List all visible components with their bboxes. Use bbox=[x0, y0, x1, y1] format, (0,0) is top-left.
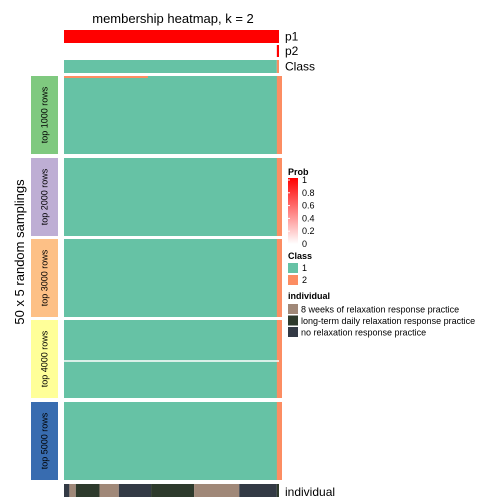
group-label: top 5000 rows bbox=[40, 412, 50, 469]
class-legend-label: 2 bbox=[302, 275, 307, 285]
prob-legend-title: Prob bbox=[288, 167, 309, 177]
individual-segment bbox=[64, 484, 70, 497]
individual-legend-label: 8 weeks of relaxation response practice bbox=[301, 305, 459, 315]
individual-legend-title: individual bbox=[288, 291, 330, 301]
heatmap-body bbox=[64, 402, 279, 480]
prob-tick-label: 0.6 bbox=[302, 201, 315, 211]
individual-segment bbox=[69, 484, 76, 497]
heatmap-body bbox=[64, 158, 279, 236]
heatmap-body bbox=[64, 320, 279, 398]
annotation-cell-class bbox=[276, 60, 279, 73]
individual-legend-label: no relaxation response practice bbox=[301, 328, 426, 338]
group-label-box bbox=[31, 402, 58, 480]
individual-segment bbox=[194, 484, 240, 497]
individual-segment bbox=[118, 484, 152, 497]
class-legend-label: 1 bbox=[302, 263, 307, 273]
class-legend-title: Class bbox=[288, 251, 312, 261]
group-label-box bbox=[31, 76, 58, 154]
annotation-label-p1: p1 bbox=[285, 30, 299, 44]
group-panels: top 1000 rows top 2000 rows top 3000 rows t… bbox=[31, 76, 282, 480]
individual-segment bbox=[276, 484, 279, 497]
annotation-cell-class bbox=[64, 60, 277, 73]
chart-title: membership heatmap, k = 2 bbox=[92, 11, 254, 26]
group-label: top 2000 rows bbox=[40, 168, 50, 225]
individual-legend-swatch bbox=[288, 315, 298, 326]
heatmap-last-column bbox=[276, 158, 282, 236]
prob-tick-label: 0.4 bbox=[302, 213, 315, 223]
annotation-cell-p2 bbox=[276, 45, 279, 57]
prob-color-bar bbox=[288, 178, 298, 244]
heatmap-body bbox=[64, 239, 279, 317]
individual-legend-swatch bbox=[288, 304, 298, 314]
heatmap-highlight-cells bbox=[64, 76, 148, 78]
heatmap-last-column bbox=[276, 239, 282, 317]
individual-segment bbox=[239, 484, 277, 497]
group-label-box bbox=[31, 320, 58, 398]
group-label-box bbox=[31, 239, 58, 317]
group-label: top 4000 rows bbox=[40, 330, 50, 387]
heatmap-last-column bbox=[276, 320, 282, 398]
annotation-label-p2: p2 bbox=[285, 44, 299, 58]
prob-tick-label: 1 bbox=[302, 175, 307, 185]
annotation-label-class: Class bbox=[285, 60, 315, 74]
group-label-box bbox=[31, 158, 58, 236]
prob-tick-label: 0.2 bbox=[302, 226, 315, 236]
prob-tick-label: 0 bbox=[302, 239, 307, 249]
group-label: top 3000 rows bbox=[40, 249, 50, 306]
bottom-annotation: individual bbox=[64, 484, 335, 499]
individual-legend-swatch bbox=[288, 327, 298, 337]
prob-tick-label: 0.8 bbox=[302, 188, 315, 198]
annotation-cell-p2 bbox=[64, 45, 277, 57]
bottom-annotation-label: individual bbox=[285, 485, 335, 499]
individual-segment bbox=[75, 484, 100, 497]
individual-segment bbox=[151, 484, 195, 497]
individual-segment bbox=[99, 484, 119, 497]
heatmap-last-column bbox=[276, 402, 282, 480]
class-legend-swatch bbox=[288, 263, 298, 273]
individual-legend-label: long-term daily relaxation response prac… bbox=[301, 316, 475, 326]
heatmap-body bbox=[64, 76, 279, 154]
annotation-cell-p1 bbox=[64, 30, 279, 43]
class-legend-swatch bbox=[288, 275, 298, 285]
heatmap-last-column bbox=[276, 76, 282, 154]
y-axis-label: 50 x 5 random samplings bbox=[12, 179, 27, 325]
group-label: top 1000 rows bbox=[40, 86, 50, 143]
